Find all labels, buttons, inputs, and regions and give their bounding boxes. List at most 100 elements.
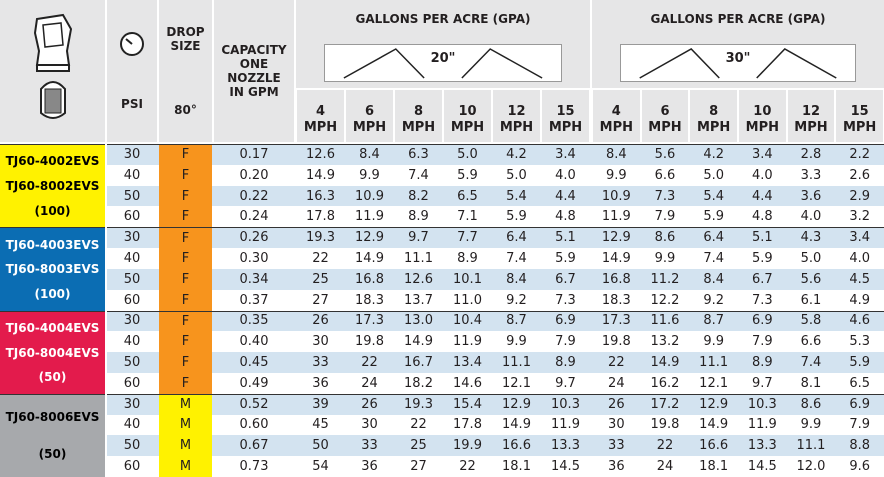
drop-cell: F <box>159 227 212 248</box>
capacity-header: CAPACITY ONE NOZZLE IN GPM <box>214 0 294 142</box>
gpa-cell: 8.6 <box>641 227 690 248</box>
gpa-cell: 14.9 <box>296 165 345 186</box>
gpa-cell: 24 <box>592 373 641 394</box>
capacity-cell: 0.40 <box>214 331 294 352</box>
gpa-cell: 12.9 <box>592 227 641 248</box>
gpa-cell: 36 <box>345 456 394 477</box>
gpa-cell: 6.7 <box>738 269 787 290</box>
gpa-cell: 5.4 <box>689 186 738 207</box>
gpa-cell: 7.4 <box>787 352 836 373</box>
speed-header: 4MPH <box>593 90 640 142</box>
gpa-cell: 4.9 <box>835 290 884 311</box>
gpa-cell: 5.9 <box>689 206 738 227</box>
gpa-cell: 16.8 <box>345 269 394 290</box>
capacity-cell: 0.73 <box>214 456 294 477</box>
speed-header: 15MPH <box>542 90 589 142</box>
gpa-cell: 16.6 <box>689 435 738 456</box>
gpa-cell: 9.9 <box>787 415 836 436</box>
gpa-cell: 11.9 <box>345 206 394 227</box>
gpa-cell: 7.9 <box>835 415 884 436</box>
gpa-cell: 9.9 <box>689 331 738 352</box>
gpa-cell: 2.8 <box>787 144 836 165</box>
gpa-cell: 11.9 <box>592 206 641 227</box>
speed-value: 12 <box>802 104 820 120</box>
capacity-cell: 0.52 <box>214 394 294 415</box>
gpa-cell: 13.3 <box>541 435 590 456</box>
spacing-diagram: 30" <box>620 44 856 82</box>
gpa-cell: 6.5 <box>443 186 492 207</box>
speed-unit: MPH <box>451 120 484 136</box>
speed-value: 8 <box>709 104 718 120</box>
gpa-cell: 11.6 <box>641 311 690 332</box>
gpa-cell: 9.9 <box>592 165 641 186</box>
gpa-cell: 8.1 <box>787 373 836 394</box>
gpa-cell: 14.9 <box>641 352 690 373</box>
gpa-cell: 13.7 <box>394 290 443 311</box>
psi-cell: 60 <box>107 290 157 311</box>
gpa-cell: 13.2 <box>641 331 690 352</box>
gpa-cell: 45 <box>296 415 345 436</box>
psi-cell: 40 <box>107 331 157 352</box>
capacity-cell: 0.34 <box>214 269 294 290</box>
gpa-cell: 26 <box>592 394 641 415</box>
gpa-cell: 14.5 <box>541 456 590 477</box>
speed-unit: MPH <box>549 120 582 136</box>
gpa-cell: 12.6 <box>394 269 443 290</box>
gpa-cell: 8.9 <box>541 352 590 373</box>
gpa-cell: 8.9 <box>394 206 443 227</box>
gpa-cell: 17.3 <box>345 311 394 332</box>
capacity-cell: 0.30 <box>214 248 294 269</box>
speed-unit: MPH <box>843 120 876 136</box>
drop-cell: F <box>159 311 212 332</box>
spacing-box: 30" <box>592 38 884 88</box>
gpa-cell: 7.9 <box>541 331 590 352</box>
gpa-cell: 22 <box>443 456 492 477</box>
gpa-cell: 13.0 <box>394 311 443 332</box>
nozzle-group-label: TJ60-8006EVS(50) <box>0 394 105 477</box>
gpa-cell: 4.8 <box>738 206 787 227</box>
gpa-cell: 4.5 <box>835 269 884 290</box>
gpa-cell: 11.1 <box>394 248 443 269</box>
speed-header: 8MPH <box>395 90 442 142</box>
gpa-cell: 30 <box>296 331 345 352</box>
gpa-cell: 9.7 <box>738 373 787 394</box>
gpa-cell: 4.6 <box>835 311 884 332</box>
gpa-cell: 18.1 <box>689 456 738 477</box>
speed-unit: MPH <box>697 120 730 136</box>
drop-cell: F <box>159 331 212 352</box>
psi-cell: 30 <box>107 311 157 332</box>
gpa-cell: 17.8 <box>296 206 345 227</box>
gpa-cell: 8.9 <box>443 248 492 269</box>
gpa-cell: 4.0 <box>541 165 590 186</box>
gpa-cell: 19.8 <box>592 331 641 352</box>
gpa-title: GALLONS PER ACRE (GPA) <box>592 0 884 38</box>
gpa-cell: 17.2 <box>641 394 690 415</box>
nozzle-name: TJ60-8006EVS <box>6 410 100 424</box>
gpa-title: GALLONS PER ACRE (GPA) <box>296 0 590 38</box>
gpa-cell: 5.3 <box>835 331 884 352</box>
gpa-cell: 4.2 <box>689 144 738 165</box>
speed-value: 15 <box>851 104 869 120</box>
speed-value: 15 <box>556 104 574 120</box>
gpa-cell: 8.4 <box>345 144 394 165</box>
speed-header: 10MPH <box>444 90 491 142</box>
gpa-cell: 14.6 <box>443 373 492 394</box>
gpa-cell: 6.6 <box>641 165 690 186</box>
gauge-icon <box>119 31 145 57</box>
gpa-cell: 22 <box>592 352 641 373</box>
nozzle-name: (50) <box>39 370 67 384</box>
page: PSI DROP SIZE 80° CAPACITY ONE NOZZLE IN… <box>0 0 884 477</box>
nozzle-name: TJ60-8002EVS <box>6 179 100 193</box>
gpa-cell: 11.9 <box>738 415 787 436</box>
psi-label: PSI <box>121 97 143 111</box>
speed-value: 6 <box>365 104 374 120</box>
capacity-cell: 0.60 <box>214 415 294 436</box>
gpa-cell: 2.9 <box>835 186 884 207</box>
psi-cell: 30 <box>107 394 157 415</box>
gpa-cell: 7.3 <box>641 186 690 207</box>
drop-cell: F <box>159 352 212 373</box>
gpa-cell: 4.0 <box>835 248 884 269</box>
spacing-label: 30" <box>726 52 751 66</box>
gpa-cell: 6.4 <box>689 227 738 248</box>
